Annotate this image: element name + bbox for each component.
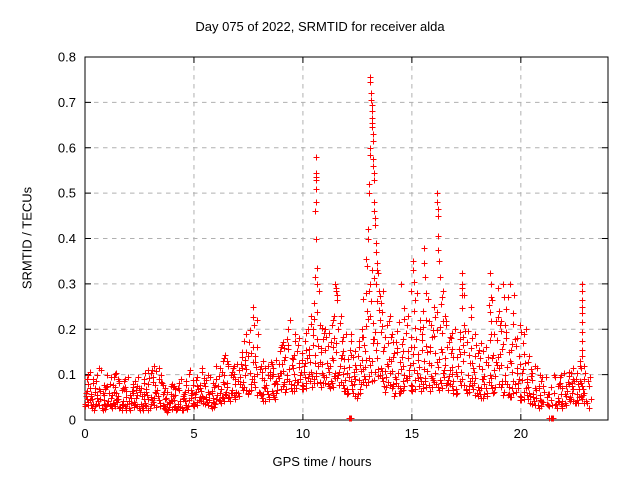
y-tick-label: 0 — [69, 413, 76, 428]
y-tick-labels: 0 0.1 0.2 0.3 0.4 0.5 0.6 0.7 0.8 — [58, 50, 76, 428]
data-points — [82, 74, 595, 422]
x-tick-label: 5 — [190, 426, 197, 441]
x-axis-label: GPS time / hours — [272, 454, 372, 469]
y-tick-label: 0.2 — [58, 322, 76, 337]
x-tick-label: 10 — [296, 426, 310, 441]
x-tick-labels: 0 5 10 15 20 — [81, 426, 528, 441]
y-tick-label: 0.1 — [58, 367, 76, 382]
grid-lines — [85, 57, 608, 420]
y-tick-label: 0.5 — [58, 186, 76, 201]
x-tick-label: 20 — [514, 426, 528, 441]
y-tick-label: 0.4 — [58, 231, 76, 246]
y-tick-label: 0.8 — [58, 50, 76, 65]
x-tick-label: 0 — [81, 426, 88, 441]
y-tick-label: 0.3 — [58, 276, 76, 291]
y-tick-label: 0.6 — [58, 140, 76, 155]
chart-title: Day 075 of 2022, SRMTID for receiver ald… — [195, 19, 445, 34]
x-tick-label: 15 — [405, 426, 419, 441]
y-tick-label: 0.7 — [58, 95, 76, 110]
plot-border — [84, 56, 609, 421]
